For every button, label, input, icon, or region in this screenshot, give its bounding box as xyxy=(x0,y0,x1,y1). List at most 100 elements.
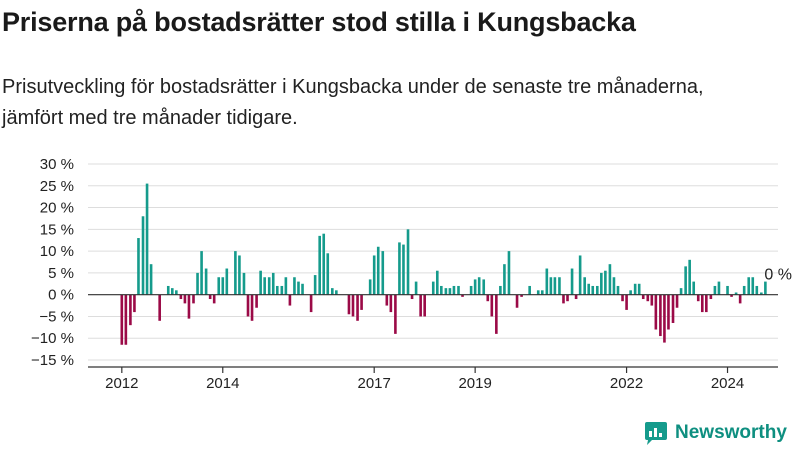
bar xyxy=(726,285,729,295)
bar xyxy=(583,277,586,295)
bar xyxy=(667,294,670,330)
bar xyxy=(760,292,763,295)
bar xyxy=(654,294,658,330)
bar xyxy=(145,183,149,295)
y-tick-label: −5 % xyxy=(39,308,74,325)
bar xyxy=(196,272,199,295)
bar xyxy=(591,285,595,295)
bar xyxy=(545,268,549,295)
bar xyxy=(469,285,473,295)
bar xyxy=(192,294,195,304)
y-tick-label: 10 % xyxy=(40,243,74,260)
bar xyxy=(179,294,183,300)
bar xyxy=(242,272,246,295)
newsworthy-logo-icon xyxy=(645,422,667,445)
bar xyxy=(129,294,132,326)
chart-title: Priserna på bostadsrätter stod stilla i … xyxy=(2,7,636,37)
bar xyxy=(650,294,654,306)
y-tick-label: 20 % xyxy=(40,200,74,217)
bar xyxy=(419,294,422,317)
bar xyxy=(414,281,418,295)
y-tick-label: 25 % xyxy=(40,178,74,195)
bar xyxy=(578,255,582,295)
bar xyxy=(326,253,330,295)
x-tick-label: 2019 xyxy=(458,375,491,392)
bar xyxy=(217,277,221,295)
bar xyxy=(351,294,355,317)
bar xyxy=(275,285,279,295)
bar xyxy=(318,235,321,295)
bar xyxy=(507,251,511,295)
bars xyxy=(120,183,767,345)
bar xyxy=(692,281,696,295)
bar xyxy=(389,294,393,313)
bar xyxy=(764,281,767,295)
bar xyxy=(221,277,225,295)
bar xyxy=(208,294,212,300)
x-tick-label: 2012 xyxy=(105,375,138,392)
bar xyxy=(621,294,624,302)
bar xyxy=(170,288,174,295)
bar xyxy=(558,277,561,295)
bar xyxy=(671,294,675,323)
bar xyxy=(448,288,452,295)
bar xyxy=(267,277,271,295)
bar xyxy=(372,255,376,295)
x-tick-label: 2024 xyxy=(711,375,744,392)
bar xyxy=(700,294,704,313)
bar xyxy=(566,294,569,302)
bar xyxy=(734,292,738,295)
bar xyxy=(536,290,540,295)
bar xyxy=(313,275,317,295)
bar xyxy=(452,285,456,295)
bar xyxy=(495,294,498,334)
bar xyxy=(755,285,759,295)
bar xyxy=(461,294,464,297)
bar xyxy=(331,288,334,295)
bar xyxy=(309,294,313,313)
bar xyxy=(423,294,426,317)
bar xyxy=(120,294,124,345)
bar xyxy=(212,294,216,304)
bar xyxy=(246,294,250,317)
bar xyxy=(747,277,751,295)
bar xyxy=(175,290,178,295)
bar xyxy=(520,294,523,297)
x-axis xyxy=(88,294,778,373)
bar xyxy=(717,281,721,295)
bar xyxy=(376,246,380,295)
newsworthy-logo: Newsworthy xyxy=(643,420,787,446)
y-tick-label: 5 % xyxy=(48,265,74,282)
bar xyxy=(293,277,296,295)
bar xyxy=(641,294,645,300)
bar xyxy=(137,238,140,295)
bar xyxy=(435,270,439,295)
bar xyxy=(473,279,477,295)
bar xyxy=(742,285,746,295)
bar xyxy=(637,283,641,295)
x-axis-tick-labels: 2012 2014 2017 2019 2022 2024 xyxy=(105,375,744,392)
y-axis-tick-labels: 30 % 25 % 20 % 15 % 10 % 5 % 0 % −5 % −10 % −15 % xyxy=(31,156,74,369)
y-tick-label: 30 % xyxy=(40,156,74,173)
bar xyxy=(406,229,410,295)
bar xyxy=(431,281,435,295)
bar xyxy=(629,290,632,295)
y-tick-label: −10 % xyxy=(31,330,74,347)
bar xyxy=(659,294,662,337)
bar xyxy=(612,277,616,295)
bar xyxy=(562,294,565,304)
bar xyxy=(444,288,448,295)
bar xyxy=(149,264,153,295)
latest-value-annotation: 0 % xyxy=(764,267,792,284)
bar xyxy=(204,268,208,295)
bar xyxy=(297,281,300,295)
bar xyxy=(410,294,414,300)
bar xyxy=(477,277,481,295)
x-tick-label: 2014 xyxy=(206,375,239,392)
bar xyxy=(335,290,338,295)
y-tick-label: 15 % xyxy=(40,221,74,238)
bar xyxy=(301,283,304,295)
bar xyxy=(528,285,531,295)
bar xyxy=(259,270,262,295)
